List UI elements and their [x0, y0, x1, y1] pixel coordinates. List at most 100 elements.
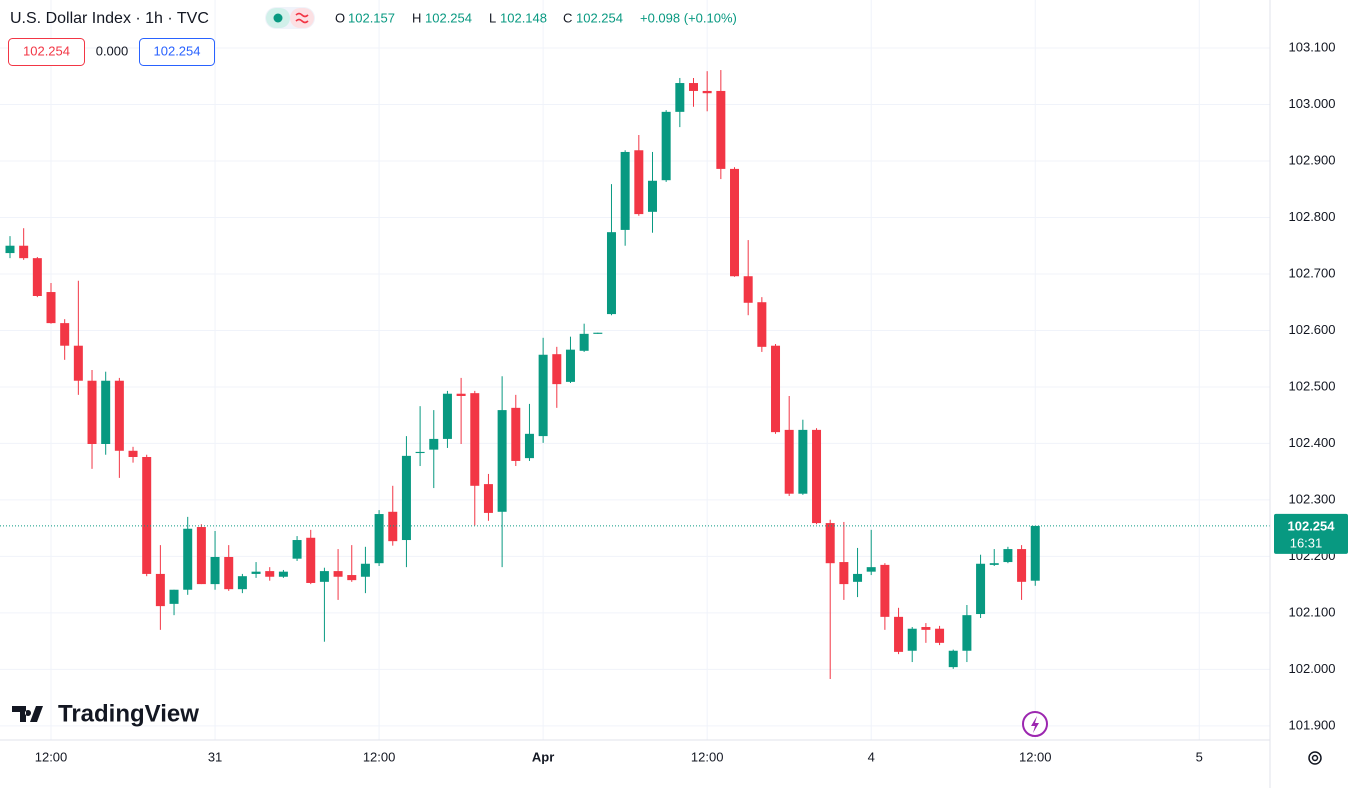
- lightning: [1031, 716, 1039, 733]
- x-tick-label: 12:00: [35, 749, 68, 764]
- candle-body: [812, 429, 822, 524]
- candle-body: [647, 180, 657, 212]
- candle-body: [101, 380, 111, 444]
- candle-body: [962, 615, 972, 651]
- candle-body: [251, 571, 261, 574]
- sell-badge[interactable]: [8, 38, 85, 66]
- candle-body: [579, 333, 589, 351]
- toggle-right[interactable]: [290, 8, 314, 28]
- candle-body: [46, 292, 56, 324]
- candle-body: [224, 556, 234, 590]
- candle-body: [825, 523, 835, 564]
- y-tick-label: 102.000: [1289, 661, 1336, 676]
- candle-body: [552, 354, 562, 385]
- y-tick-label: 102.900: [1289, 152, 1336, 167]
- last-price-label: 102.254: [1288, 518, 1336, 533]
- chart-title: U.S. Dollar Index · 1h · TVC: [10, 10, 209, 27]
- candle-body: [265, 571, 275, 577]
- y-tick-label: 102.500: [1289, 378, 1336, 393]
- candle-body: [374, 514, 384, 564]
- y-tick-label: 103.100: [1289, 39, 1336, 54]
- candle-body: [620, 151, 630, 230]
- candle-body: [442, 393, 452, 439]
- y-tick-label: 101.900: [1289, 717, 1336, 732]
- candle-body: [948, 650, 958, 668]
- gear-hub[interactable]: [1311, 754, 1319, 762]
- candle-body: [606, 232, 616, 315]
- settings-icon[interactable]: [1308, 751, 1322, 765]
- candle-body: [73, 345, 83, 381]
- candle-body: [210, 556, 220, 585]
- x-tick-label: 5: [1196, 749, 1203, 764]
- candle-body: [1030, 525, 1040, 581]
- buy-badge[interactable]: [139, 38, 215, 66]
- candle-body: [989, 563, 999, 565]
- candle-body: [415, 451, 425, 454]
- candle-body: [565, 349, 575, 382]
- y-tick-label: 102.600: [1289, 322, 1336, 337]
- candle-body: [743, 276, 753, 303]
- candle-body: [935, 628, 945, 643]
- legend-value: 102.254: [576, 10, 623, 25]
- x-tick-label: 4: [868, 749, 875, 764]
- logo-mark: [12, 706, 43, 722]
- candle-body: [511, 407, 521, 461]
- candle-body: [634, 150, 644, 215]
- legend-key: H: [412, 10, 421, 25]
- spread: 0.000: [96, 43, 129, 58]
- x-tick-label: Apr: [532, 749, 554, 764]
- legend-value: 102.157: [348, 10, 395, 25]
- candle-body: [702, 90, 712, 94]
- candle-body: [401, 455, 411, 541]
- candle-body: [866, 567, 876, 572]
- x-tick-label: 12:00: [363, 749, 396, 764]
- candle-body: [483, 484, 493, 513]
- countdown: 16:31: [1290, 535, 1323, 550]
- candle-body: [155, 573, 165, 607]
- candle-body: [538, 354, 548, 437]
- x-tick-label: 12:00: [1019, 749, 1052, 764]
- x-tick-label: 12:00: [691, 749, 724, 764]
- y-tick-label: 102.400: [1289, 435, 1336, 450]
- candle-body: [32, 258, 42, 296]
- candle-body: [784, 429, 794, 494]
- candle-body: [497, 410, 507, 512]
- candle-body: [853, 573, 863, 582]
- candle-body: [333, 571, 343, 577]
- candle-body: [757, 302, 767, 347]
- candle-body: [894, 616, 904, 652]
- y-tick-label: 102.100: [1289, 604, 1336, 619]
- candle-body: [798, 429, 808, 494]
- candle-body: [388, 511, 398, 542]
- candle-body: [87, 380, 97, 444]
- candle-body: [5, 245, 15, 254]
- candle-body: [347, 575, 357, 581]
- candle-body: [771, 345, 781, 433]
- candle-body: [306, 537, 316, 583]
- y-tick-label: 102.800: [1289, 209, 1336, 224]
- legend-key: C: [563, 10, 572, 25]
- candle-body: [730, 168, 740, 277]
- candle-body: [716, 90, 726, 169]
- y-tick-label: 102.700: [1289, 265, 1336, 280]
- candles: [0, 70, 1270, 679]
- candle-body: [128, 450, 138, 457]
- candle-body: [360, 563, 370, 577]
- candle-body: [839, 562, 849, 585]
- candle-body: [60, 323, 70, 346]
- candle-body: [976, 563, 986, 615]
- candle-body: [907, 628, 917, 651]
- candle-body: [675, 83, 685, 112]
- sell-price: 102.254: [23, 43, 70, 58]
- y-tick-label: 102.300: [1289, 491, 1336, 506]
- legend-value: 102.148: [500, 10, 547, 25]
- x-tick-label: 31: [208, 749, 222, 764]
- gear[interactable]: [1308, 751, 1322, 765]
- candle-body: [524, 433, 534, 459]
- candle-body: [292, 540, 302, 559]
- candle-body: [183, 528, 193, 590]
- brand: TradingView: [58, 700, 199, 727]
- candle-body: [196, 527, 206, 585]
